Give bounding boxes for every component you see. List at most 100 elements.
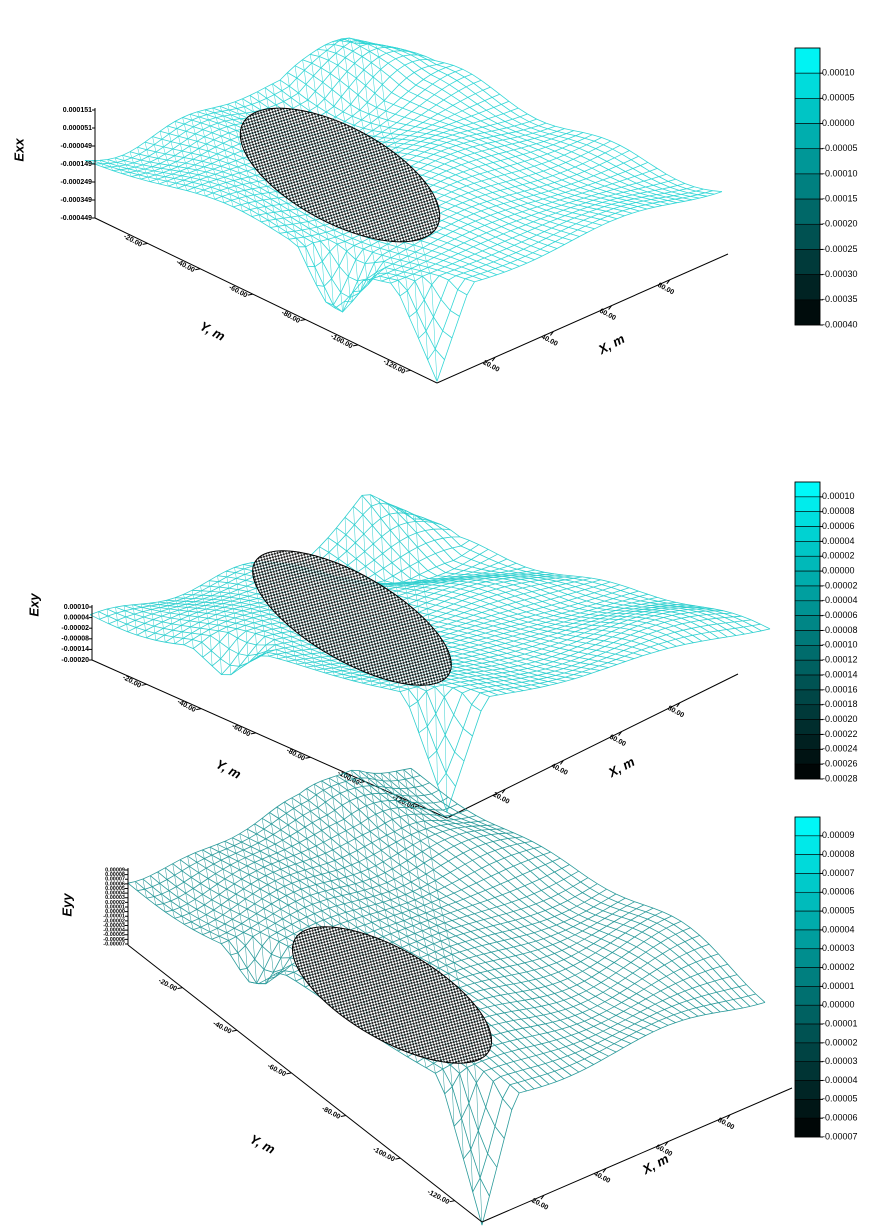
y-tick (300, 320, 305, 321)
mesh-line (437, 192, 722, 382)
z-tick-label: -0.000249 (60, 179, 92, 186)
z-tick-label: 0.00010 (64, 604, 89, 611)
mesh-line (192, 590, 203, 657)
figure: 20.00 40.00 60.00 80.00 -20.00 -40.00 -60.00 -8… (0, 0, 880, 1226)
colorbar-label: -0.00001 (822, 1018, 858, 1028)
colorbar-label: 0.00010 (822, 68, 855, 78)
colorbar-band (795, 749, 820, 764)
mesh-line (137, 776, 420, 891)
colorbar-band (795, 571, 820, 586)
mesh-line (195, 853, 212, 940)
colorbar-band (795, 930, 820, 949)
colorbar-label: 0.00002 (822, 962, 855, 972)
colorbar-band (795, 968, 820, 987)
x-tick-label: 40.00 (540, 333, 559, 347)
y-tick (406, 370, 411, 371)
y-tick-label: -80.00 (285, 747, 306, 763)
colorbar-band (795, 817, 820, 836)
surface-panel: 20.0040.0060.0080.00-20.00-40.00-60.00-8… (11, 38, 857, 383)
colorbar-label: 0.00002 (822, 551, 855, 561)
x-tick-label: 20.00 (482, 359, 501, 373)
z-tick-label: -0.000349 (60, 197, 92, 204)
x-tick-label: 40.00 (592, 1170, 611, 1184)
colorbar-band (795, 616, 820, 631)
mesh-line (150, 876, 156, 906)
colorbar-label: 0.00000 (822, 1000, 855, 1010)
colorbar-label: -0.00002 (822, 580, 858, 590)
colorbar-band (795, 660, 820, 675)
y-tick-label: -40.00 (212, 1020, 233, 1036)
colorbar-band (795, 249, 820, 274)
colorbar-label: -0.00035 (822, 294, 858, 304)
colorbar-band (795, 527, 820, 542)
x-axis-line (482, 1088, 792, 1222)
colorbar-label: -0.00004 (822, 595, 858, 605)
colorbar-band (795, 300, 820, 325)
colorbar-label: -0.00014 (822, 669, 858, 679)
y-tick (195, 269, 200, 270)
x-tick-label: 20.00 (492, 791, 511, 805)
colorbar-band (795, 631, 820, 646)
y-tick-label: -20.00 (122, 233, 143, 249)
colorbar-label: -0.00006 (822, 1113, 858, 1123)
y-axis-label: Y, m (247, 1131, 278, 1157)
colorbar-band (795, 497, 820, 512)
mesh-line (99, 612, 100, 620)
colorbar-label: -0.00012 (822, 655, 858, 665)
mesh-line (482, 1002, 765, 1225)
colorbar-label: -0.00006 (822, 610, 858, 620)
colorbar-label: 0.00000 (822, 118, 855, 128)
x-axis-line (447, 674, 738, 818)
dark-zone (273, 900, 512, 1090)
colorbar-band (795, 986, 820, 1005)
colorbar-label: -0.00010 (822, 640, 858, 650)
y-tick (196, 709, 201, 710)
colorbar-label: -0.00018 (822, 699, 858, 709)
x-axis-label: X, m (605, 754, 638, 781)
z-tick-label: -0.000149 (60, 161, 92, 168)
y-tick-label: -100.00 (329, 333, 353, 350)
colorbar-label: -0.00022 (822, 729, 858, 739)
colorbar-band (795, 911, 820, 930)
colorbar-label: 0.00001 (822, 981, 855, 991)
mesh-line (379, 499, 736, 636)
colorbar-band (795, 1118, 820, 1137)
colorbar-band (795, 275, 820, 300)
colorbar-label: 0.00000 (822, 565, 855, 575)
colorbar-label: -0.00010 (822, 168, 858, 178)
colorbar-band (795, 873, 820, 892)
colorbar-band (795, 149, 820, 174)
y-tick (251, 733, 256, 734)
colorbar-label: -0.00005 (822, 143, 858, 153)
colorbar-band (795, 541, 820, 556)
x-tick-label: 40.00 (550, 762, 569, 776)
y-tick (353, 345, 358, 346)
x-tick-label: 80.00 (716, 1117, 735, 1131)
y-tick-label: -80.00 (280, 309, 301, 325)
z-tick-label: 0.00004 (64, 614, 89, 621)
colorbar-label: -0.00016 (822, 684, 858, 694)
colorbar-label: 0.00004 (822, 536, 855, 546)
chart: 20.00 40.00 60.00 80.00 -20.00 -40.00 -60.00 -8… (0, 0, 880, 1226)
colorbar-band (795, 949, 820, 968)
colorbar-band (795, 855, 820, 874)
x-tick-label: 60.00 (608, 734, 627, 748)
colorbar-label: 0.00003 (822, 943, 855, 953)
y-tick-label: -20.00 (157, 978, 178, 994)
colorbar-band (795, 601, 820, 616)
z-tick-label: -0.00020 (61, 657, 89, 664)
colorbar-label: 0.00006 (822, 887, 855, 897)
mesh-line (454, 975, 737, 1127)
y-tick (360, 782, 365, 783)
colorbar-label: 0.00005 (822, 905, 855, 915)
y-tick-label: -60.00 (231, 723, 252, 739)
surface-panel: 20.0040.0060.0080.00-20.00-40.00-60.00-8… (59, 768, 857, 1225)
colorbar-band (795, 734, 820, 749)
y-tick (232, 1030, 237, 1031)
colorbar-band (795, 1005, 820, 1024)
colorbar-band (795, 1099, 820, 1118)
colorbar-band (795, 1024, 820, 1043)
colorbar-label: 0.00007 (822, 868, 855, 878)
y-tick (143, 243, 148, 244)
mesh-line (156, 790, 439, 905)
